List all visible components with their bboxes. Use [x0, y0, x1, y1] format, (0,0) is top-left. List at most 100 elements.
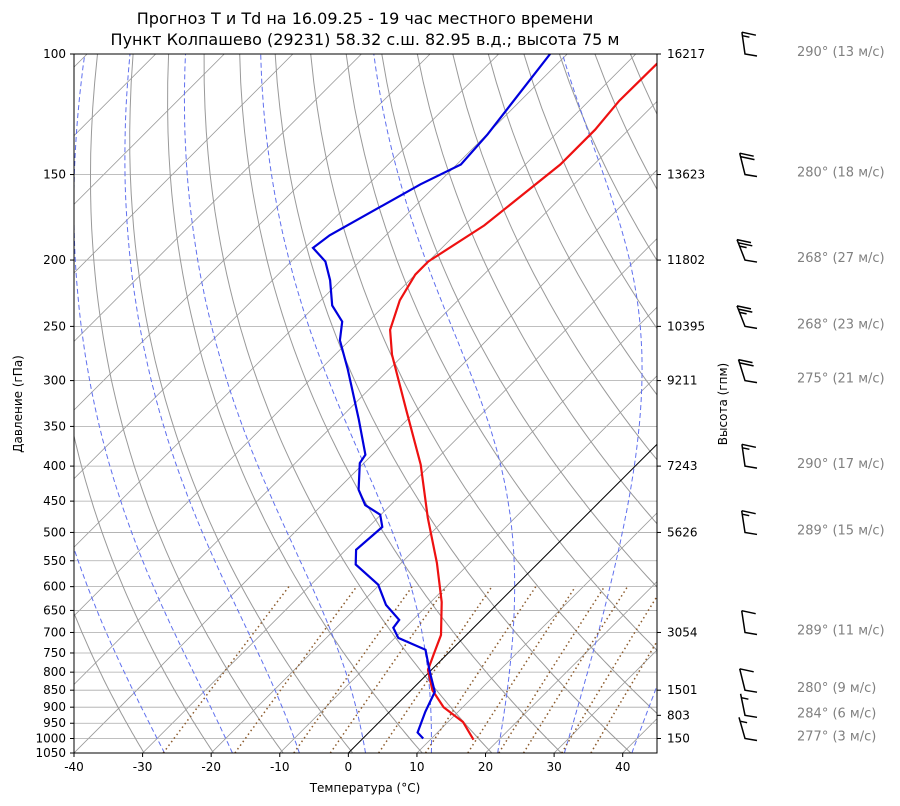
y2-tick-label: 803 — [667, 708, 690, 722]
wind-barb — [739, 693, 758, 719]
moist-adiabat — [260, 54, 432, 753]
chart-title: Прогноз T и Td на 16.09.25 - 19 час мест… — [137, 9, 593, 28]
wind-barb — [736, 305, 758, 330]
y-tick-label: 650 — [43, 603, 66, 617]
dry-adiabat — [239, 54, 562, 753]
y-tick-label: 250 — [43, 319, 66, 333]
mixing-ratio-line — [561, 594, 657, 753]
plot-frame — [73, 53, 658, 754]
dry-adiabat — [666, 54, 900, 753]
mixing-ratio-line — [424, 586, 537, 753]
y-tick-label: 200 — [43, 253, 66, 267]
wind-label: 290° (13 м/с) — [797, 45, 885, 60]
y-tick-label: 500 — [43, 525, 66, 539]
mixing-ratio-line — [234, 586, 358, 753]
wind-label: 289° (11 м/с) — [797, 623, 885, 638]
dry-adiabat — [167, 54, 423, 753]
dry-adiabat — [274, 54, 632, 753]
wind-label: 277° (3 м/с) — [797, 729, 876, 744]
y-tick-label: 800 — [43, 665, 66, 679]
y2-axis-label: Высота (гпм) — [716, 363, 730, 445]
x-tick-label: 40 — [615, 760, 630, 774]
mixing-ratio-line — [498, 586, 606, 753]
y2-tick-label: 16217 — [667, 47, 705, 61]
isotherm — [622, 718, 657, 753]
y-tick-label: 550 — [43, 554, 66, 568]
y-tick-label: 950 — [43, 716, 66, 730]
wind-label: 280° (9 м/с) — [797, 681, 876, 696]
y2-tick-label: 13623 — [667, 168, 705, 182]
mixing-ratio-line — [590, 640, 657, 753]
profiles — [311, 54, 657, 741]
y2-tick-label: 1501 — [667, 683, 698, 697]
dry-adiabat — [345, 54, 657, 652]
x-tick-label: 10 — [409, 760, 424, 774]
dry-adiabat — [129, 54, 354, 753]
dry-adiabat — [416, 54, 657, 525]
wind-barb — [741, 31, 758, 57]
y-tick-label: 450 — [43, 494, 66, 508]
moist-adiabat — [631, 684, 657, 753]
wind-label: 289° (15 м/с) — [797, 523, 885, 538]
dry-adiabat — [74, 611, 145, 753]
x-tick-label: 30 — [546, 760, 561, 774]
y-tick-label: 1050 — [35, 746, 66, 760]
isotherm — [279, 375, 657, 753]
isotherm — [74, 54, 225, 205]
isotherm — [74, 54, 431, 411]
isotherm — [485, 580, 657, 753]
isotherm — [416, 512, 657, 753]
y-tick-label: 1000 — [35, 731, 66, 745]
y2-tick-label: 9211 — [667, 374, 698, 388]
x-tick-label: -30 — [133, 760, 153, 774]
wind-barb — [740, 509, 758, 536]
dry-adiabat — [452, 54, 657, 461]
y2-tick-label: 5626 — [667, 525, 698, 539]
background-lines — [74, 54, 900, 753]
mixing-ratio-line — [522, 586, 629, 753]
y-tick-label: 350 — [43, 419, 66, 433]
isotherm — [210, 306, 657, 753]
y2-tick-label: 3054 — [667, 625, 698, 639]
dry-adiabat — [844, 54, 900, 753]
isotherm — [74, 54, 294, 274]
y-tick-label: 900 — [43, 700, 66, 714]
isotherm — [142, 238, 657, 753]
isotherm — [348, 443, 657, 753]
chart-subtitle: Пункт Колпашево (29231) 58.32 с.ш. 82.95… — [111, 30, 620, 49]
isotherm — [74, 54, 362, 343]
dry-adiabat — [523, 54, 657, 330]
x-tick-label: -40 — [64, 760, 84, 774]
wind-barb — [740, 609, 758, 636]
y-tick-label: 750 — [43, 646, 66, 660]
y-tick-label: 850 — [43, 683, 66, 697]
y2-tick-label: 7243 — [667, 459, 698, 473]
isotherm — [74, 54, 637, 617]
moist-adiabat — [561, 54, 643, 753]
x-tick-label: -10 — [270, 760, 290, 774]
y-tick-label: 700 — [43, 625, 66, 639]
dry-adiabat — [381, 54, 657, 588]
moist-adiabat — [74, 546, 166, 753]
wind-barb — [737, 358, 758, 384]
moist-adiabat — [183, 54, 366, 753]
moist-adiabat — [124, 54, 300, 753]
wind-label: 268° (23 м/с) — [797, 317, 885, 332]
dry-adiabat — [879, 54, 900, 753]
mixing-ratio-line — [162, 586, 290, 753]
dry-adiabat — [310, 54, 657, 715]
y-tick-label: 150 — [43, 168, 66, 182]
x-tick-label: 20 — [478, 760, 493, 774]
dry-adiabat — [808, 54, 900, 753]
dry-adiabat — [203, 54, 493, 753]
dry-adiabat — [629, 54, 657, 116]
wind-barb — [741, 443, 758, 469]
dry-adiabat — [737, 54, 900, 753]
dry-adiabat — [773, 54, 900, 753]
dry-adiabat — [487, 54, 657, 396]
moist-adiabat — [373, 54, 516, 753]
mixing-ratio-line — [377, 586, 493, 753]
y-tick-label: 300 — [43, 374, 66, 388]
wind-barb — [738, 717, 758, 742]
